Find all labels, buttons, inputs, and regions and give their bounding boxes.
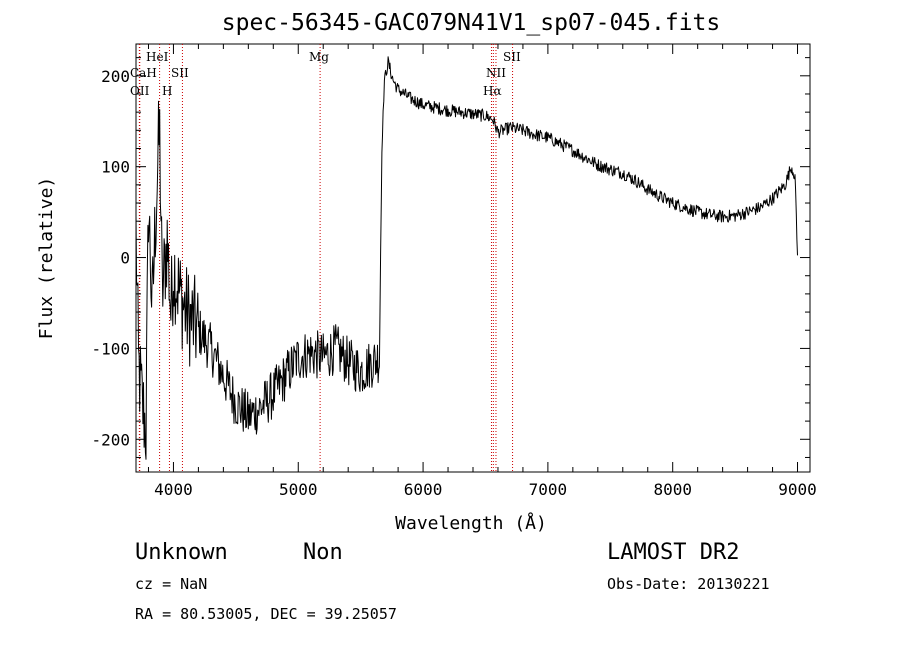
x-tick-label: 9000	[778, 480, 817, 499]
line-label-halpha: Hα	[483, 84, 502, 98]
y-tick-label: -100	[91, 339, 130, 358]
line-label-cah: CaH	[130, 66, 157, 80]
axis-ticks	[136, 44, 810, 472]
coordinates-text: RA = 80.53005, DEC = 39.25057	[135, 605, 397, 623]
survey-name: LAMOST DR2	[607, 540, 739, 565]
object-subclass: Non	[303, 540, 343, 565]
chart-title: spec-56345-GAC079N41V1_sp07-045.fits	[222, 10, 721, 36]
x-tick-label: 4000	[154, 480, 193, 499]
x-tick-label: 6000	[404, 480, 443, 499]
redshift-text: cz = NaN	[135, 575, 207, 593]
obs-date-text: Obs-Date: 20130221	[607, 575, 770, 593]
y-tick-label: 100	[101, 158, 130, 177]
line-label-mg: Mg	[309, 50, 329, 64]
x-tick-label: 7000	[529, 480, 568, 499]
line-label-h: H	[162, 84, 172, 98]
x-tick-label: 8000	[653, 480, 692, 499]
x-tick-label: 5000	[279, 480, 318, 499]
y-axis-label: Flux (relative)	[36, 177, 57, 340]
line-label-nii: NII	[486, 66, 506, 80]
line-label-sii-blue: SII	[171, 66, 189, 80]
line-label-oii: OII	[130, 84, 150, 98]
y-tick-label: 200	[101, 67, 130, 86]
y-tick-label: -200	[91, 430, 130, 449]
object-class: Unknown	[135, 540, 228, 565]
spectrum-line	[135, 56, 798, 460]
axis-tick-labels: 4000 5000 6000 7000 8000 9000 -200 -100 0 100 200	[91, 67, 816, 499]
x-axis-label: Wavelength (Å)	[395, 512, 547, 534]
line-label-sii-red: SII	[503, 50, 521, 64]
y-tick-label: 0	[120, 249, 130, 268]
plot-frame	[135, 43, 811, 473]
line-labels: CaH OII HeI H SII Mg NII Hα SII	[130, 50, 521, 98]
line-label-hei: HeI	[146, 50, 169, 64]
